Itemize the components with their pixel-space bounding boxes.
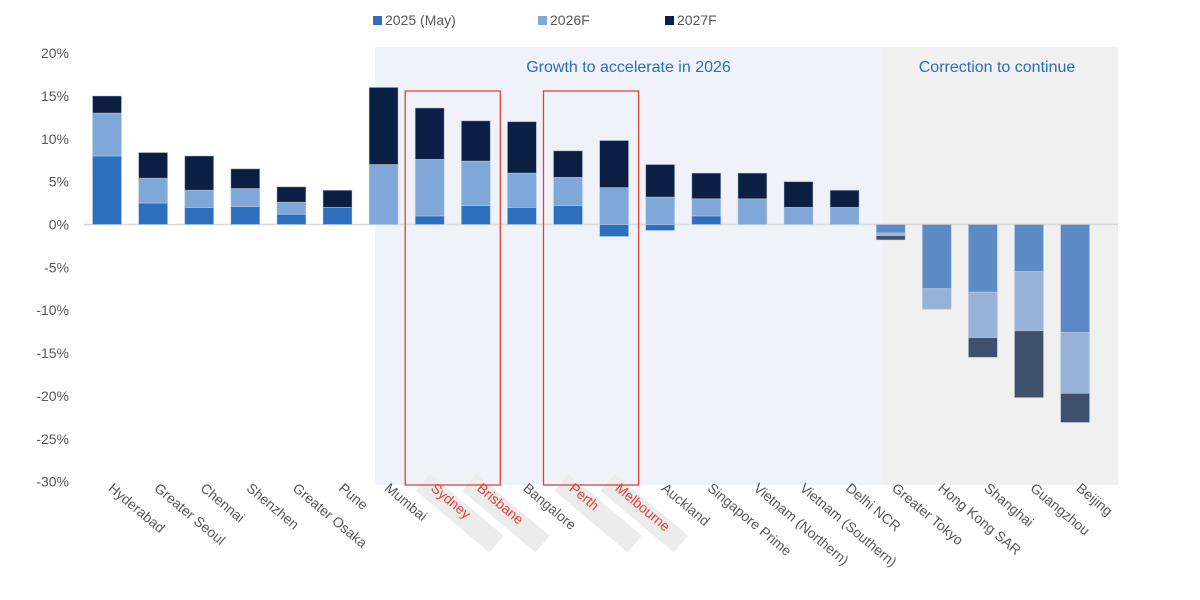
- y-tick-label: 20%: [41, 45, 69, 61]
- bar-segment-2027f: [783, 181, 814, 208]
- bar-segment-2027f: [460, 120, 491, 162]
- bar-segment-2027f: [968, 337, 998, 358]
- bar-segment-2025-may-: [230, 206, 261, 225]
- highlight-label-bg: [415, 473, 504, 553]
- bar-segment-2026f: [783, 206, 814, 225]
- bar-segment-2027f: [138, 152, 169, 179]
- legend-swatch-2026f: [538, 15, 547, 25]
- legend-item-2025: 2025 (May): [373, 12, 456, 28]
- bar-segment-2027f: [691, 172, 722, 200]
- highlight-label-bg: [462, 473, 550, 553]
- bar-segment-2025-may-: [1014, 224, 1044, 273]
- bar-segment-2026f: [184, 189, 215, 208]
- bar-segment-2025-may-: [553, 205, 583, 225]
- legend-label-2025: 2025 (May): [385, 12, 456, 28]
- y-tick-label: 0%: [49, 217, 69, 233]
- bar-segment-2026f: [921, 288, 952, 310]
- x-tick-label: Singapore Prime: [705, 480, 795, 559]
- bar-segment-2027f: [230, 168, 261, 189]
- legend-swatch-2025: [373, 15, 382, 25]
- bar-segment-2027f: [1014, 330, 1044, 399]
- highlight-box-1: [542, 90, 640, 486]
- bar-segment-2026f: [138, 177, 169, 204]
- legend: 2025 (May) 2026F 2027F: [0, 12, 1200, 32]
- bar-segment-2025-may-: [968, 224, 998, 293]
- y-tick-label: 15%: [41, 88, 69, 104]
- bar-segment-2027f: [737, 172, 768, 200]
- bar-segment-2026f: [829, 206, 860, 225]
- bar-segment-2026f: [92, 112, 122, 157]
- bar-segment-2027f: [506, 121, 537, 174]
- bar-segment-2025-may-: [875, 224, 906, 234]
- highlight-label-bg: [600, 473, 689, 553]
- bar-segment-2025-may-: [414, 215, 445, 225]
- y-tick-label: -15%: [36, 345, 69, 361]
- bar-segment-2027f: [276, 186, 307, 203]
- bar-segment-2025-may-: [921, 224, 952, 290]
- bar-segment-2026f: [691, 198, 722, 217]
- bar-segment-2027f: [92, 95, 122, 114]
- bar-segment-2025-may-: [506, 206, 537, 225]
- bar-segment-2026f: [230, 188, 261, 207]
- bar-segment-2025-may-: [276, 213, 307, 225]
- bar-segment-2026f: [599, 187, 629, 225]
- bar-segment-2025-may-: [92, 155, 122, 225]
- x-tick-label: Pune: [336, 480, 371, 513]
- bar-segment-2026f: [968, 291, 998, 339]
- y-tick-label: 10%: [41, 131, 69, 147]
- bar-segment-2026f: [460, 160, 491, 207]
- region-shade-0: [375, 47, 882, 485]
- bar-segment-2027f: [645, 164, 676, 198]
- bar-segment-2025-may-: [1060, 224, 1090, 333]
- bar-segment-2025-may-: [322, 206, 353, 225]
- legend-label-2027f: 2027F: [677, 12, 717, 28]
- legend-item-2026f: 2026F: [538, 12, 590, 28]
- legend-swatch-2027f: [665, 15, 674, 25]
- bar-segment-2027f: [1060, 392, 1090, 423]
- x-tick-label: Hong Kong SAR: [935, 480, 1024, 558]
- highlight-label-bg: [554, 473, 642, 553]
- x-tick-label: Beijing: [1074, 480, 1116, 519]
- bar-segment-2027f: [875, 235, 906, 241]
- bar-segment-2027f: [599, 140, 629, 189]
- bar-segment-2027f: [368, 86, 399, 165]
- region-title-0: Growth to accelerate in 2026: [526, 59, 731, 76]
- bar-segment-2025-may-: [184, 206, 215, 225]
- y-tick-label: -20%: [36, 388, 69, 404]
- bar-segment-2025-may-: [599, 224, 629, 237]
- y-tick-label: -30%: [36, 474, 69, 490]
- bar-segment-2025-may-: [691, 215, 722, 225]
- bar-segment-2026f: [737, 198, 768, 225]
- bar-segment-2027f: [184, 155, 215, 191]
- bar-segment-2027f: [553, 150, 583, 178]
- bar-segment-2027f: [322, 189, 353, 208]
- y-tick-label: -10%: [36, 302, 69, 318]
- y-tick-label: -25%: [36, 431, 69, 447]
- bar-segment-2025-may-: [645, 224, 676, 231]
- y-tick-label: 5%: [49, 174, 69, 190]
- highlight-box-0: [404, 90, 501, 486]
- bar-segment-2027f: [414, 107, 445, 160]
- bar-segment-2026f: [414, 158, 445, 217]
- bar-segment-2027f: [829, 189, 860, 208]
- bar-segment-2026f: [368, 164, 399, 225]
- y-tick-label: -5%: [44, 259, 69, 275]
- region-title-1: Correction to continue: [919, 59, 1076, 76]
- legend-item-2027f: 2027F: [665, 12, 717, 28]
- bar-segment-2026f: [645, 196, 676, 225]
- bar-segment-2025-may-: [138, 202, 169, 225]
- bar-segment-2026f: [506, 172, 537, 208]
- bar-segment-2026f: [553, 176, 583, 207]
- bar-segment-2026f: [276, 201, 307, 215]
- bar-segment-2026f: [1060, 332, 1090, 394]
- legend-label-2026f: 2026F: [550, 12, 590, 28]
- bar-segment-2025-may-: [460, 205, 491, 225]
- bar-segment-2026f: [1014, 271, 1044, 332]
